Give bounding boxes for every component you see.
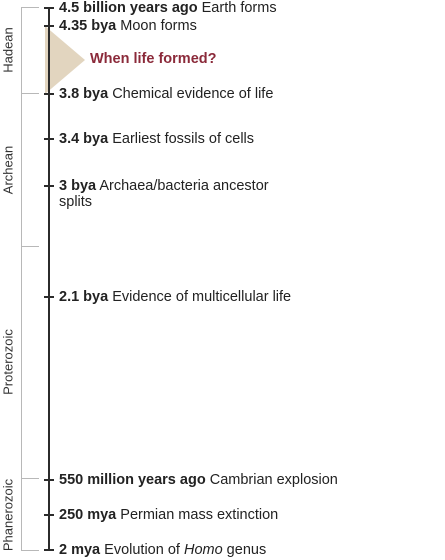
event-desc: Moon forms [120,18,197,34]
tick-earliest-fossils [44,138,54,140]
when-life-formed-label: When life formed? [90,51,217,67]
event-desc: Earliest fossils of cells [112,131,255,147]
tick-earth-forms [44,7,54,9]
event-desc: Chemical evidence of life [112,86,274,102]
era-bracket-archean [21,93,39,247]
event-time: 3.4 bya [59,131,109,147]
event-time: 3 bya [59,178,97,194]
event-earth-forms: 4.5 billion years ago Earth forms [59,0,277,16]
event-desc-pre: Evolution of [104,542,184,558]
event-desc-post: genus [222,542,267,558]
tick-cambrian [44,479,54,481]
tick-moon-forms [44,25,54,27]
event-chemical-evidence: 3.8 bya Chemical evidence of life [59,86,273,102]
event-time: 550 million years ago [59,472,206,488]
era-label-archean: Archean [0,145,16,195]
era-bracket-hadean [21,7,39,94]
event-multicellular: 2.1 bya Evidence of multicellular life [59,289,291,305]
event-desc-continued: splits [59,194,93,210]
wedge-shape [45,26,85,94]
event-time: 4.5 billion years ago [59,0,198,16]
era-label-hadean: Hadean [0,27,16,73]
event-time: 3.8 bya [59,86,109,102]
event-earliest-fossils: 3.4 bya Earliest fossils of cells [59,131,254,147]
tick-permian [44,514,54,516]
timeline-axis [48,7,50,551]
event-desc: Evidence of multicellular life [112,289,292,305]
era-bracket-proterozoic [21,246,39,479]
tick-chemical-evidence [44,93,54,95]
event-permian: 250 mya Permian mass extinction [59,507,278,523]
event-desc: Permian mass extinction [120,507,279,523]
event-cambrian: 550 million years ago Cambrian explosion [59,472,338,488]
event-desc-italic: Homo [183,542,223,558]
tick-multicellular [44,296,54,298]
event-moon-forms: 4.35 bya Moon forms [59,18,197,34]
event-time: 2 mya [59,542,101,558]
era-label-proterozoic: Proterozoic [0,329,16,395]
event-desc: Cambrian explosion [209,472,338,488]
tick-archaea-bacteria [44,185,54,187]
event-homo: 2 mya Evolution of Homo genus [59,542,266,558]
tick-homo [44,549,54,551]
era-label-phanerozoic: Phanerozoic [0,478,16,552]
event-time: 4.35 bya [59,18,117,34]
era-bracket-phanerozoic [21,478,39,551]
event-time: 2.1 bya [59,289,109,305]
event-desc: Evolution of Homo genus [104,542,266,558]
life-formation-wedge [45,26,85,94]
event-desc: Earth forms [201,0,277,16]
event-desc: Archaea/bacteria ancestor [99,178,269,194]
event-archaea-bacteria: 3 bya Archaea/bacteria ancestor splits [59,178,269,210]
event-time: 250 mya [59,507,117,523]
